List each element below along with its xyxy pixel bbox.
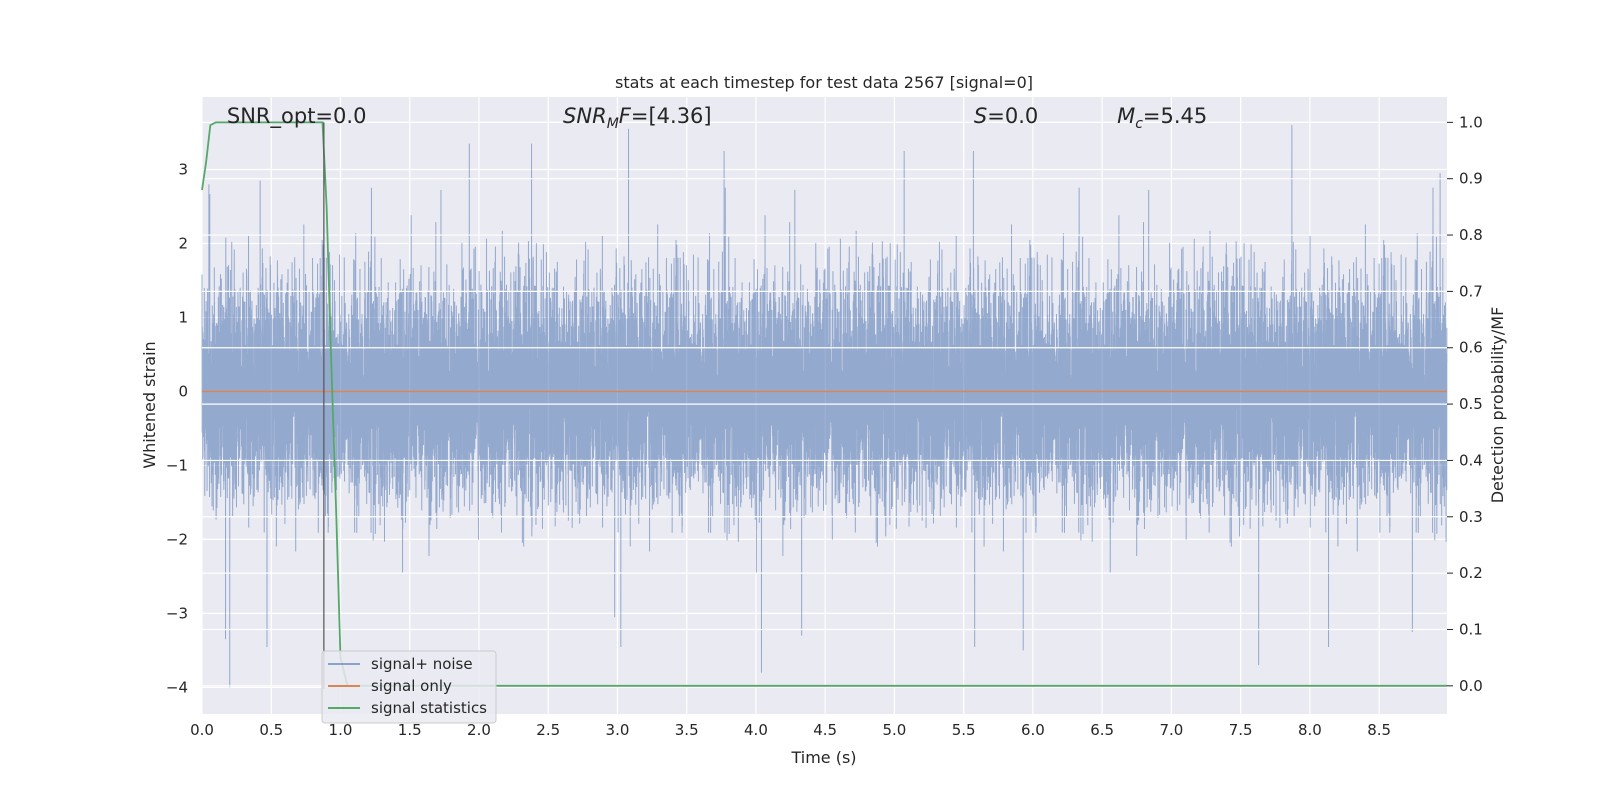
x-tick-label: 7.5 [1229, 721, 1253, 739]
y-tick-label: 1 [178, 308, 188, 326]
annotation-2: S=0.0 [974, 104, 1038, 128]
legend-label-signal: signal only [371, 677, 452, 695]
x-tick-label: 4.0 [744, 721, 768, 739]
y-axis-label: Whitened strain [140, 341, 159, 468]
x-tick-label: 8.5 [1367, 721, 1391, 739]
y-tick-label: −1 [166, 456, 188, 474]
y-tick-label: 3 [178, 161, 188, 179]
y2-tick-label: 0.4 [1459, 451, 1483, 469]
y2-tick-label: 0.3 [1459, 508, 1483, 526]
y2-tick-label: 0.9 [1459, 170, 1483, 188]
y2-tick-label: 0.6 [1459, 339, 1483, 357]
x-tick-label: 7.0 [1159, 721, 1183, 739]
legend-label-noise: signal+ noise [371, 655, 473, 673]
y-tick-label: −3 [166, 604, 188, 622]
y-axis-ticks: −4 −3 −2 −1 0 1 2 3 [166, 161, 188, 697]
series-line-signal-noise [201, 125, 1448, 688]
y2-tick-label: 0.1 [1459, 620, 1483, 638]
x-tick-label: 8.0 [1298, 721, 1322, 739]
y-tick-label: −4 [166, 678, 188, 696]
y-tick-label: −2 [166, 530, 188, 548]
y2-axis-ticks: 0.0 0.1 0.2 0.3 0.4 0.5 0.6 0.7 0.8 0.9 1.0 [1447, 113, 1483, 695]
x-tick-label: 1.0 [329, 721, 353, 739]
x-tick-label: 1.5 [398, 721, 422, 739]
x-tick-label: 2.0 [467, 721, 491, 739]
annotation-3: Mc=5.45 [1117, 104, 1207, 132]
x-tick-label: 5.0 [883, 721, 907, 739]
y2-tick-label: 1.0 [1459, 113, 1483, 131]
annotations: SNR_opt=0.0 SNRMF=[4.36] S=0.0 Mc=5.45 [227, 104, 1207, 132]
y-tick-label: 0 [178, 382, 188, 400]
x-tick-label: 3.0 [606, 721, 630, 739]
x-tick-label: 0.5 [259, 721, 283, 739]
chart-title: stats at each timestep for test data 256… [615, 73, 1033, 92]
x-tick-label: 4.5 [813, 721, 837, 739]
legend-box [321, 650, 497, 724]
y2-tick-label: 0.5 [1459, 395, 1483, 413]
x-tick-label: 0.0 [190, 721, 214, 739]
x-tick-label: 5.5 [952, 721, 976, 739]
series-signal-noise [201, 125, 1448, 688]
legend-label-stats: signal statistics [371, 699, 487, 717]
x-axis-label: Time (s) [790, 748, 856, 767]
y-tick-label: 2 [178, 234, 188, 252]
series-line-signal-statistics [201, 121, 1447, 687]
series-signal-statistics [201, 121, 1447, 687]
annotation-0: SNR_opt=0.0 [227, 104, 367, 129]
y2-tick-label: 0.7 [1459, 282, 1483, 300]
legend: signal+ noise signal only signal statist… [321, 650, 497, 724]
annotation-1: SNRMF=[4.36] [563, 104, 712, 132]
x-tick-label: 2.5 [536, 721, 560, 739]
y2-axis-label: Detection probability/MF [1488, 307, 1507, 504]
y2-tick-label: 0.2 [1459, 564, 1483, 582]
x-tick-label: 6.0 [1021, 721, 1045, 739]
x-axis-ticks: 0.0 0.5 1.0 1.5 2.0 2.5 3.0 3.5 4.0 4.5 5.0 5.5 6.0 6… [190, 721, 1391, 739]
x-tick-label: 3.5 [675, 721, 699, 739]
x-tick-label: 6.5 [1090, 721, 1114, 739]
y2-tick-label: 0.0 [1459, 677, 1483, 695]
y2-tick-label: 0.8 [1459, 226, 1483, 244]
